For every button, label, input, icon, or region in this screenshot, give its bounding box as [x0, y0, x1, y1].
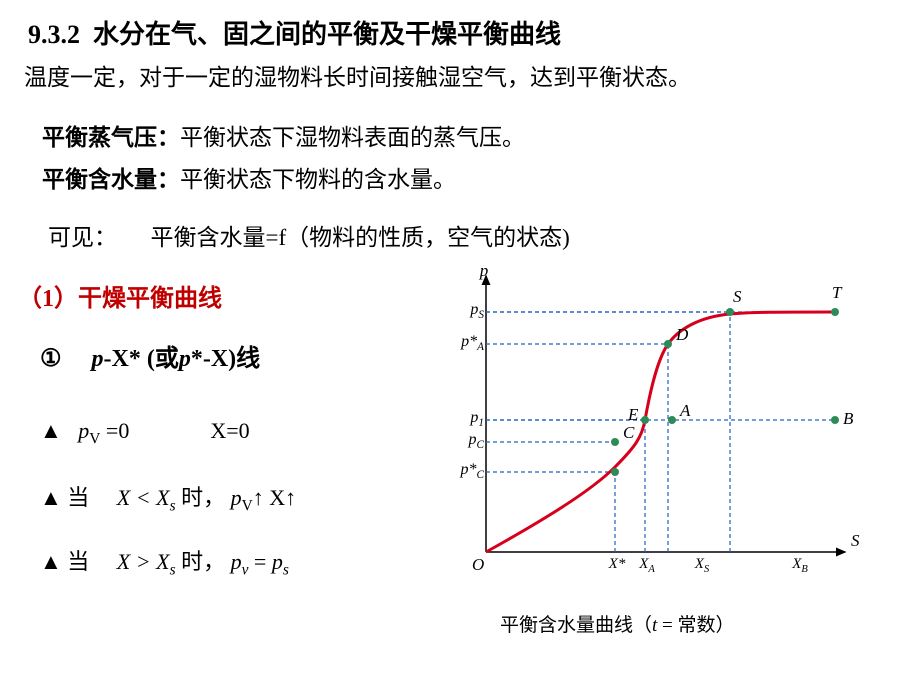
formula-line: 可见： 平衡含水量=f（物料的性质，空气的状态)	[48, 218, 570, 252]
item-1: ① p-X* (或p*-X)线	[40, 338, 260, 373]
bullet-3: ▲ 当 X > Xs 时， pv = ps	[40, 544, 289, 579]
svg-text:E: E	[627, 405, 639, 424]
svg-text:B: B	[843, 409, 854, 428]
svg-text:C: C	[623, 423, 635, 442]
svg-text:p: p	[479, 262, 489, 280]
chart-caption: 平衡含水量曲线（t = 常数）	[500, 610, 735, 637]
subsection-1-label: （1）干燥平衡曲线	[18, 286, 222, 312]
heading-number: 9.3.2	[28, 20, 80, 49]
formula-body: 平衡含水量=f（物料的性质，空气的状态)	[151, 225, 570, 250]
bullet-2: ▲ 当 X < Xs 时， pV↑ X↑	[40, 480, 296, 515]
svg-text:S: S	[851, 531, 860, 550]
def-moisture-content: 平衡含水量：平衡状态下物料的含水量。	[42, 160, 456, 194]
svg-text:A: A	[679, 401, 691, 420]
def1-term: 平衡蒸气压：	[42, 125, 180, 150]
equilibrium-chart: pSp*Ap1pCp*CCEABDSTX*XAXSXBpSO	[440, 262, 900, 622]
formula-prefix: 可见：	[48, 225, 117, 250]
svg-text:D: D	[675, 325, 689, 344]
svg-text:S: S	[733, 287, 742, 306]
bullet-1: ▲ pV =0 X=0	[40, 418, 250, 448]
def-vapor-pressure: 平衡蒸气压：平衡状态下湿物料表面的蒸气压。	[42, 118, 525, 152]
heading-title: 水分在气、固之间的平衡及干燥平衡曲线	[93, 20, 561, 49]
item-1-marker: ①	[40, 346, 62, 372]
def1-desc: 平衡状态下湿物料表面的蒸气压。	[180, 125, 525, 150]
subsection-1: （1）干燥平衡曲线	[18, 278, 222, 313]
intro-text: 温度一定，对于一定的湿物料长时间接触湿空气，达到平衡状态。	[24, 58, 691, 92]
def2-term: 平衡含水量：	[42, 167, 180, 192]
svg-text:O: O	[472, 555, 484, 574]
svg-text:T: T	[832, 283, 843, 302]
section-heading: 9.3.2 水分在气、固之间的平衡及干燥平衡曲线	[28, 14, 561, 51]
def2-desc: 平衡状态下物料的含水量。	[180, 167, 456, 192]
